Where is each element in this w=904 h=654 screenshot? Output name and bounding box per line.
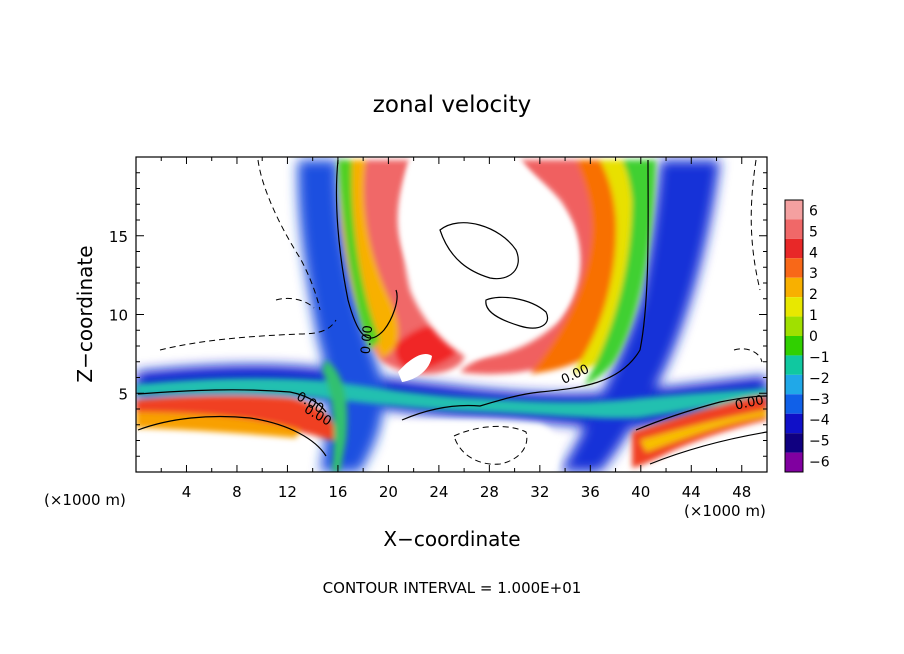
colorbar-label: −1: [809, 350, 830, 366]
colorbar-label: −2: [809, 371, 830, 387]
colorbar-swatch: [785, 394, 803, 414]
colorbar: 6 5 4 3 2 1 0 −1 −2 −3 −4 −5 −6: [784, 199, 830, 473]
colorbar-label: 6: [809, 203, 818, 219]
colorbar-swatch: [785, 219, 803, 239]
colorbar-swatch: [785, 433, 803, 453]
y-tick-label: 10: [109, 307, 128, 325]
colorbar-swatch: [785, 277, 803, 298]
colorbar-label: −3: [809, 392, 830, 408]
x-tick-label: 28: [480, 483, 499, 501]
colorbar-swatch: [785, 258, 803, 278]
colorbar-frame: [784, 199, 804, 473]
x-tick-label: 44: [682, 483, 701, 501]
colorbar-swatch: [785, 238, 803, 259]
x-unit-left: (×1000 m): [44, 491, 126, 509]
x-axis-ticks: 4 8 12 16 20 24 28 32 36 40 44 48: [160, 157, 751, 501]
colorbar-label: 4: [809, 245, 818, 261]
x-tick-label: 12: [278, 483, 297, 501]
colorbar-swatch: [785, 355, 803, 375]
colorbar-label: −5: [809, 434, 830, 450]
region-white-upper-right: [402, 160, 578, 358]
x-tick-label: 40: [631, 483, 650, 501]
colorbar-swatch: [785, 297, 803, 317]
colorbar-label: 0: [809, 329, 818, 345]
x-tick-label: 48: [732, 483, 751, 501]
colorbar-swatch: [785, 316, 803, 336]
x-unit-right: (×1000 m): [684, 502, 766, 520]
x-tick-label: 4: [182, 483, 192, 501]
colorbar-swatch: [785, 336, 803, 356]
colorbar-swatch: [785, 452, 803, 472]
x-tick-label: 36: [581, 483, 600, 501]
colorbar-label: 2: [809, 287, 818, 303]
y-tick-label: 15: [109, 228, 128, 246]
velocity-field: [136, 157, 767, 472]
contour-interval-footer: CONTOUR INTERVAL = 1.000E+01: [323, 579, 582, 597]
colorbar-swatch: [785, 200, 803, 220]
region-negative-right-column: [560, 160, 720, 472]
y-axis-ticks: 5 10 15: [109, 172, 767, 457]
y-axis-label: Z−coordinate: [73, 245, 97, 382]
contour-label: 0.00: [734, 393, 765, 414]
x-tick-label: 20: [379, 483, 398, 501]
colorbar-label: −6: [809, 455, 830, 471]
contour-label: 0.00: [359, 325, 376, 355]
colorbar-label: 1: [809, 308, 818, 324]
colorbar-label: −4: [809, 413, 830, 429]
x-tick-label: 8: [232, 483, 242, 501]
x-axis-label: X−coordinate: [383, 527, 520, 551]
x-tick-label: 16: [328, 483, 347, 501]
colorbar-swatch: [785, 374, 803, 395]
colorbar-label: 5: [809, 224, 818, 240]
colorbar-label: 3: [809, 266, 818, 282]
x-tick-label: 32: [530, 483, 549, 501]
chart-title: zonal velocity: [373, 92, 531, 118]
colorbar-swatch: [785, 413, 803, 434]
x-tick-label: 24: [429, 483, 448, 501]
region-white-lower-center: [389, 420, 559, 472]
y-tick-label: 5: [118, 385, 128, 403]
